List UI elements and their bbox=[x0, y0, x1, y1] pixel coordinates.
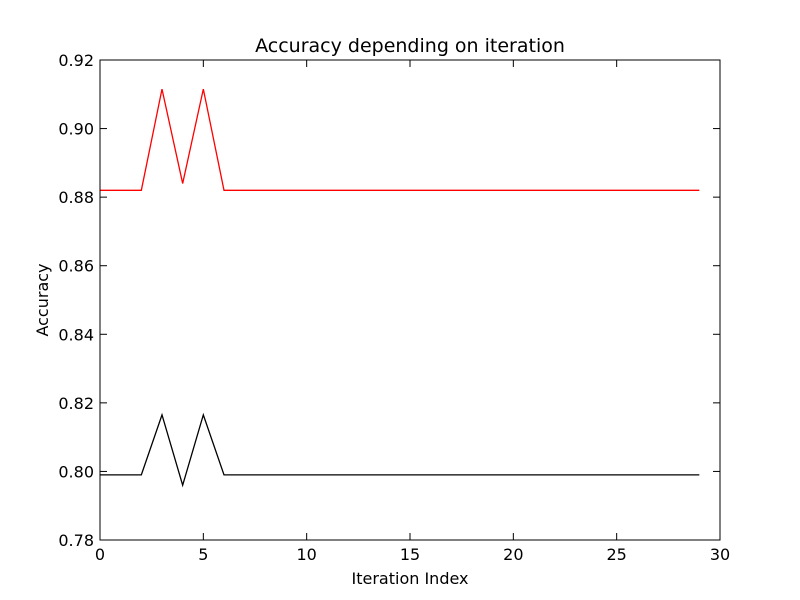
y-tick-label: 0.82 bbox=[58, 394, 94, 413]
plot-area-frame bbox=[99, 59, 721, 541]
y-tick-label: 0.86 bbox=[58, 257, 94, 276]
x-tick-label: 25 bbox=[606, 545, 626, 564]
y-tick-label: 0.78 bbox=[58, 531, 94, 550]
x-tick-label: 5 bbox=[198, 545, 208, 564]
series-line-1 bbox=[100, 89, 700, 191]
y-tick-label: 0.88 bbox=[58, 188, 94, 207]
x-tick-label: 30 bbox=[710, 545, 730, 564]
x-tick-label: 0 bbox=[95, 545, 105, 564]
y-tick-label: 0.92 bbox=[58, 51, 94, 70]
y-tick-label: 0.84 bbox=[58, 325, 94, 344]
x-tick-label: 20 bbox=[503, 545, 523, 564]
chart-title: Accuracy depending on iteration bbox=[255, 35, 565, 57]
x-tick-label: 10 bbox=[296, 545, 316, 564]
ticks-layer: 0 5 10 15 20 25 30 0.78 0.80 0.82 0.84 0.86 0.88 0.90… bbox=[58, 51, 730, 564]
series-layer bbox=[100, 89, 700, 488]
x-tick-label: 15 bbox=[400, 545, 420, 564]
x-axis-label: Iteration Index bbox=[352, 569, 469, 588]
series-line-2 bbox=[100, 412, 700, 488]
y-tick-label: 0.80 bbox=[58, 462, 94, 481]
y-tick-label: 0.90 bbox=[58, 120, 94, 139]
y-axis-label: Accuracy bbox=[33, 263, 52, 336]
